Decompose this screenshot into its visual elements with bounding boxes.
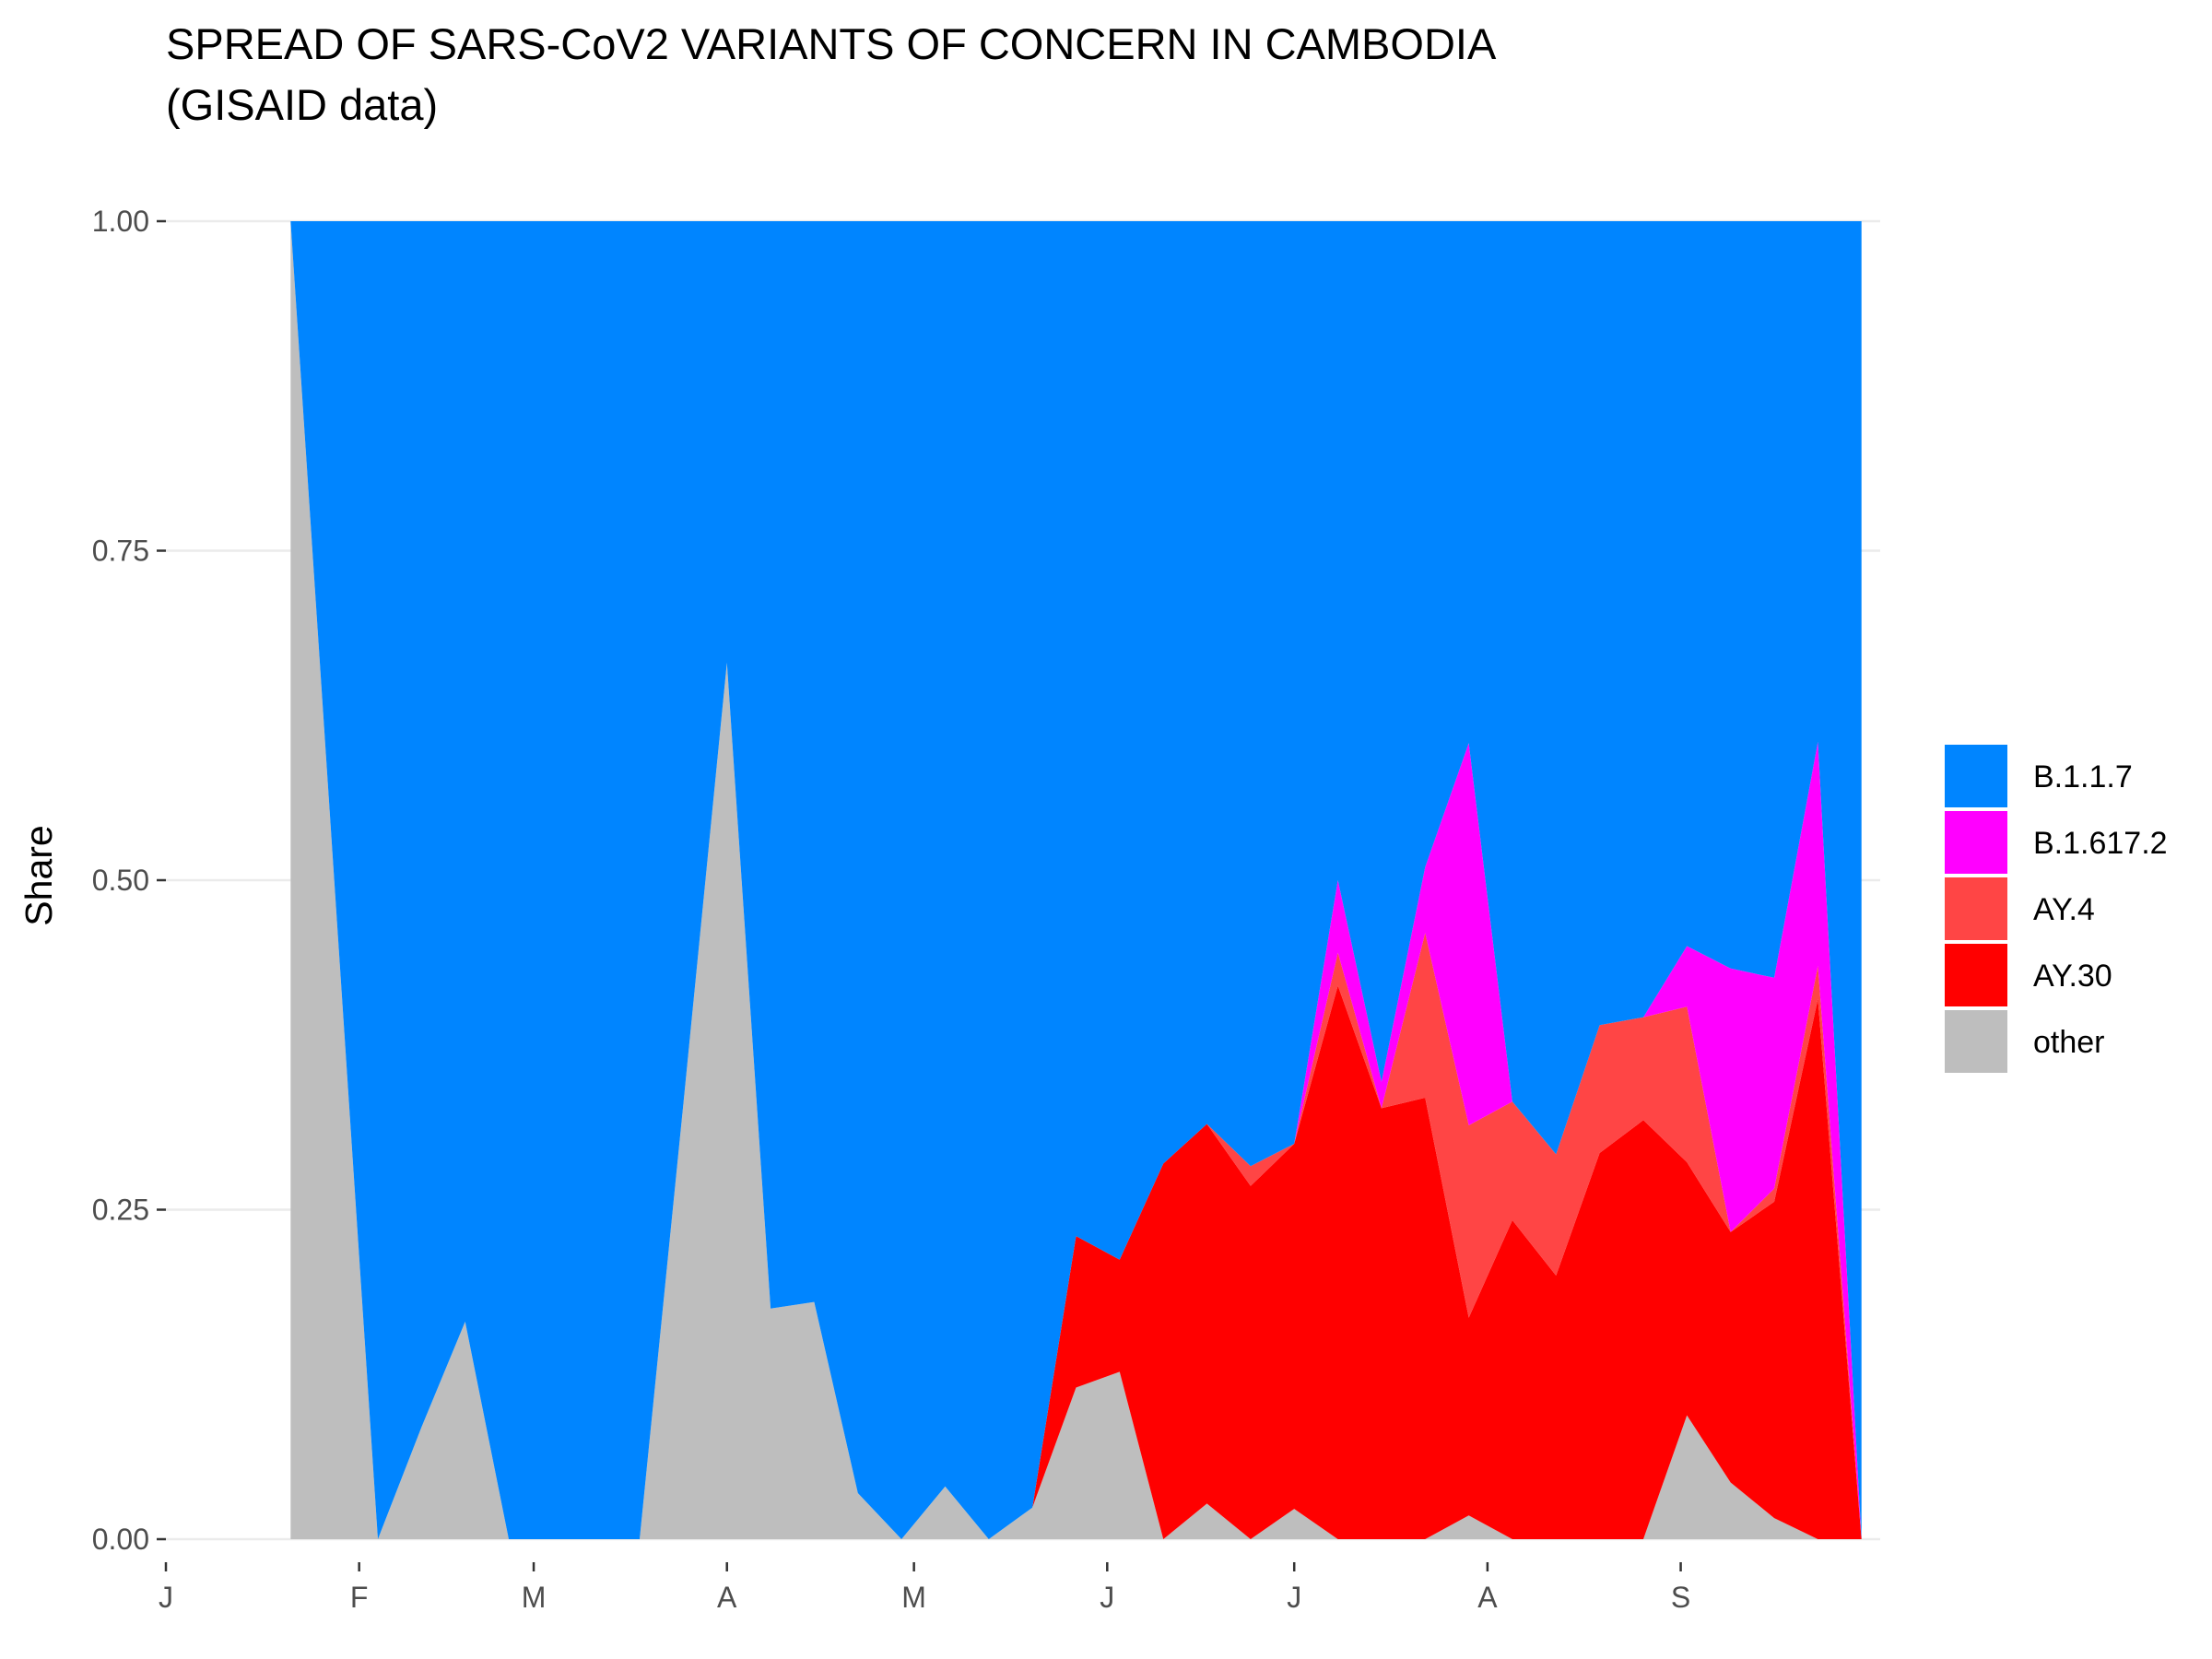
area-series-group	[290, 221, 1862, 1539]
legend-key-b-1-1-7	[1945, 745, 2007, 807]
x-tick-label: S	[1671, 1581, 1690, 1614]
legend-key-ay-4	[1945, 877, 2007, 940]
chart-title: SPREAD OF SARS-CoV2 VARIANTS OF CONCERN …	[166, 19, 1497, 68]
y-tick-label: 0.50	[92, 864, 149, 897]
legend-key-other	[1945, 1010, 2007, 1073]
legend-label-other: other	[2033, 1025, 2105, 1060]
chart-subtitle: (GISAID data)	[166, 80, 438, 129]
y-tick-label: 0.25	[92, 1194, 149, 1227]
x-tick-label: A	[1477, 1581, 1498, 1614]
y-axis-title: Share	[18, 825, 60, 925]
area-ay-30	[290, 221, 1862, 1539]
legend: B.1.1.7 B.1.617.2 AY.4 AY.30 other	[1945, 745, 2168, 1073]
legend-label-b-1-617-2: B.1.617.2	[2033, 826, 2168, 861]
area-ay-4	[290, 221, 1862, 1539]
area-other	[290, 221, 1862, 1539]
x-tick-label: M	[901, 1581, 926, 1614]
area-b-1-1-7	[290, 221, 1862, 1539]
y-tick-label: 1.00	[92, 205, 149, 238]
legend-key-b-1-617-2	[1945, 811, 2007, 874]
y-tick-label: 0.00	[92, 1523, 149, 1556]
legend-key-ay-30	[1945, 944, 2007, 1006]
y-tick-label: 0.75	[92, 535, 149, 568]
x-tick-label: M	[522, 1581, 547, 1614]
x-tick-label: J	[159, 1581, 173, 1614]
x-tick-label: J	[1287, 1581, 1301, 1614]
x-tick-label: A	[717, 1581, 737, 1614]
y-axis: 0.00 0.25 0.50 0.75 1.00	[92, 205, 166, 1556]
legend-label-b-1-1-7: B.1.1.7	[2033, 759, 2133, 794]
x-tick-label: J	[1100, 1581, 1114, 1614]
legend-label-ay-30: AY.30	[2033, 959, 2112, 994]
legend-label-ay-4: AY.4	[2033, 892, 2095, 927]
x-tick-label: F	[350, 1581, 369, 1614]
